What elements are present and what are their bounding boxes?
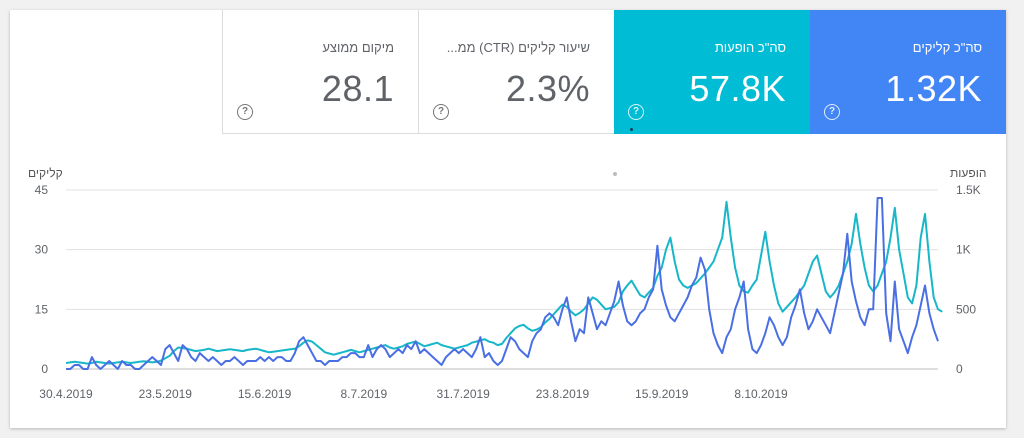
metric-value: 57.8K <box>689 68 786 109</box>
metric-value: 2.3% <box>505 68 590 109</box>
performance-card: מיקום ממוצע 28.1 ? שיעור קליקים (CTR) ממ… <box>10 10 1006 428</box>
right-tick-label: 0 <box>956 362 963 376</box>
left-tick-label: 30 <box>35 243 49 257</box>
metric-clicks[interactable]: סה"כ קליקים 1.32K ? <box>810 10 1006 134</box>
x-tick-label: 15.9.2019 <box>635 387 689 401</box>
x-tick-label: 8.10.2019 <box>734 387 788 401</box>
x-tick-label: 15.6.2019 <box>238 387 292 401</box>
metrics-row: מיקום ממוצע 28.1 ? שיעור קליקים (CTR) ממ… <box>222 10 1006 134</box>
x-tick-label: 8.7.2019 <box>341 387 388 401</box>
x-tick-label: 31.7.2019 <box>436 387 490 401</box>
left-tick-label: 0 <box>41 362 48 376</box>
left-tick-label: 45 <box>35 183 49 197</box>
right-axis-title: הופעות <box>950 166 987 180</box>
impressions-series-line <box>65 200 943 365</box>
metric-value: 1.32K <box>885 68 982 109</box>
x-tick-label: 23.8.2019 <box>536 387 590 401</box>
metric-avg-position[interactable]: מיקום ממוצע 28.1 ? <box>222 10 418 134</box>
metric-label: סה"כ קליקים <box>912 40 982 55</box>
left-axis-title: קליקים <box>28 166 63 180</box>
chart-dot <box>613 172 617 176</box>
metric-label: סה"כ הופעות <box>714 40 786 55</box>
metric-value: 28.1 <box>321 68 394 109</box>
help-icon[interactable]: ? <box>824 104 840 120</box>
x-tick-label: 30.4.2019 <box>39 387 93 401</box>
performance-chart[interactable]: 0 0 15 500 30 1K 45 1.5K 30.4.2019 23.5.2019 15.6.… <box>10 10 1006 428</box>
selection-indicator <box>630 128 633 131</box>
help-icon[interactable]: ? <box>237 104 253 120</box>
clicks-series-line <box>66 197 939 370</box>
help-icon[interactable]: ? <box>628 104 644 120</box>
help-icon[interactable]: ? <box>433 104 449 120</box>
x-tick-label: 23.5.2019 <box>139 387 193 401</box>
left-tick-label: 15 <box>35 302 49 316</box>
right-tick-label: 500 <box>956 302 976 316</box>
metric-ctr[interactable]: שיעור קליקים (CTR) ממ... 2.3% ? <box>418 10 614 134</box>
metric-impressions[interactable]: סה"כ הופעות 57.8K ? <box>614 10 810 134</box>
right-tick-label: 1K <box>956 243 971 257</box>
right-tick-label: 1.5K <box>956 183 981 197</box>
metric-label: שיעור קליקים (CTR) ממ... <box>446 40 590 55</box>
metric-label: מיקום ממוצע <box>322 40 394 55</box>
